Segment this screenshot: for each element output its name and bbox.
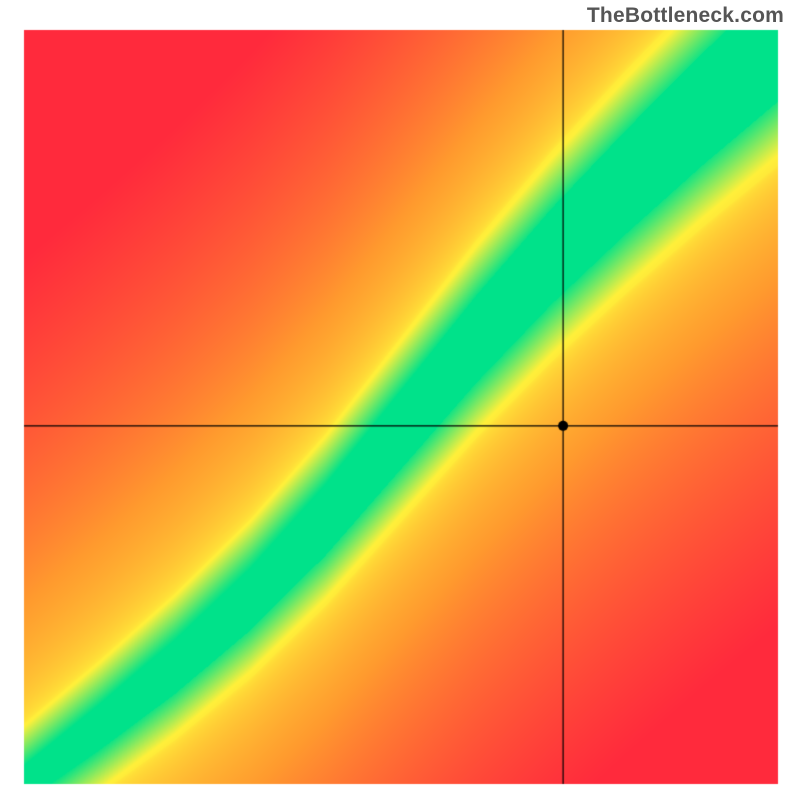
watermark-text: TheBottleneck.com [587, 4, 784, 28]
chart-container: TheBottleneck.com [0, 0, 800, 800]
bottleneck-heatmap [0, 0, 800, 800]
